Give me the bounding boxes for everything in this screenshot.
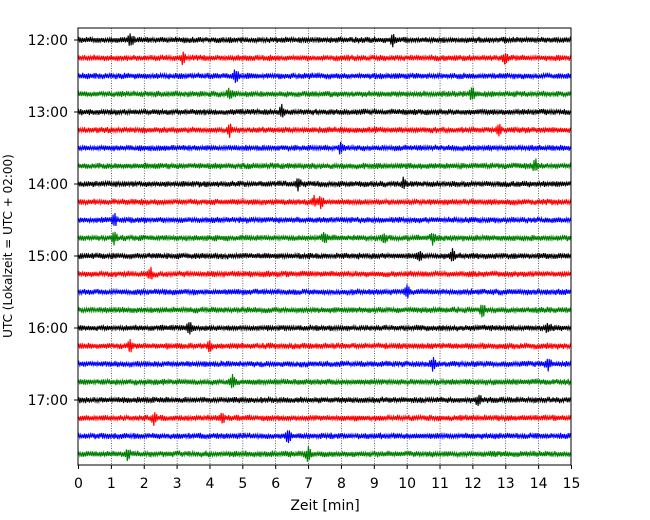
x-tick-label: 7 xyxy=(304,476,313,492)
x-tick-label: 6 xyxy=(271,476,280,492)
x-axis-ticks: 0 1 2 3 4 5 6 7 8 9 10 11 12 13 14 15 xyxy=(74,465,580,492)
seismic-trace xyxy=(77,373,572,389)
x-axis-label: Zeit [min] xyxy=(290,498,359,514)
seismic-trace xyxy=(77,394,572,406)
seismic-trace xyxy=(77,33,572,48)
x-tick-label: 3 xyxy=(173,476,182,492)
y-tick-label: 13:00 xyxy=(28,105,68,121)
trace-group xyxy=(77,33,572,462)
y-tick-label: 14:00 xyxy=(28,177,68,193)
seismic-trace xyxy=(77,123,572,138)
x-tick-label: 2 xyxy=(140,476,149,492)
vertical-grid xyxy=(111,28,539,465)
y-tick-label: 16:00 xyxy=(28,321,68,337)
seismic-trace xyxy=(77,176,572,192)
seismic-trace xyxy=(77,248,572,262)
y-axis-ticks: 12:00 13:00 14:00 15:00 16:00 17:00 xyxy=(28,33,78,409)
seismic-trace xyxy=(77,231,572,246)
seismic-trace xyxy=(77,322,572,335)
seismic-trace xyxy=(77,51,572,66)
seismic-trace xyxy=(77,304,572,318)
x-tick-label: 15 xyxy=(563,476,581,492)
plot-frame xyxy=(77,27,572,466)
y-tick-label: 17:00 xyxy=(28,393,68,409)
seismic-trace xyxy=(77,195,572,210)
x-tick-label: 14 xyxy=(530,476,548,492)
seismic-trace xyxy=(77,212,572,226)
x-tick-label: 5 xyxy=(238,476,247,492)
x-tick-label: 4 xyxy=(206,476,215,492)
x-tick-label: 11 xyxy=(431,476,449,492)
x-tick-label: 12 xyxy=(464,476,482,492)
y-axis-label: UTC (Lokalzeit = UTC + 02:00) xyxy=(1,154,15,338)
x-tick-label: 13 xyxy=(497,476,515,492)
seismic-trace xyxy=(77,87,572,100)
seismic-trace xyxy=(77,69,572,83)
x-tick-label: 1 xyxy=(107,476,116,492)
seismic-trace xyxy=(77,141,572,155)
seismic-trace xyxy=(77,103,572,118)
seismic-trace xyxy=(77,284,572,299)
seismic-trace xyxy=(77,158,572,171)
x-tick-label: 9 xyxy=(370,476,379,492)
x-tick-label: 10 xyxy=(398,476,416,492)
y-tick-label: 15:00 xyxy=(28,249,68,265)
x-tick-label: 0 xyxy=(74,476,83,492)
seismic-trace xyxy=(77,339,572,353)
seismic-trace xyxy=(77,412,572,426)
seismic-trace xyxy=(77,446,572,462)
seismic-trace xyxy=(77,266,572,280)
seismic-trace xyxy=(77,357,572,372)
seismic-trace xyxy=(77,430,572,444)
x-tick-label: 8 xyxy=(337,476,346,492)
y-tick-label: 12:00 xyxy=(28,33,68,49)
